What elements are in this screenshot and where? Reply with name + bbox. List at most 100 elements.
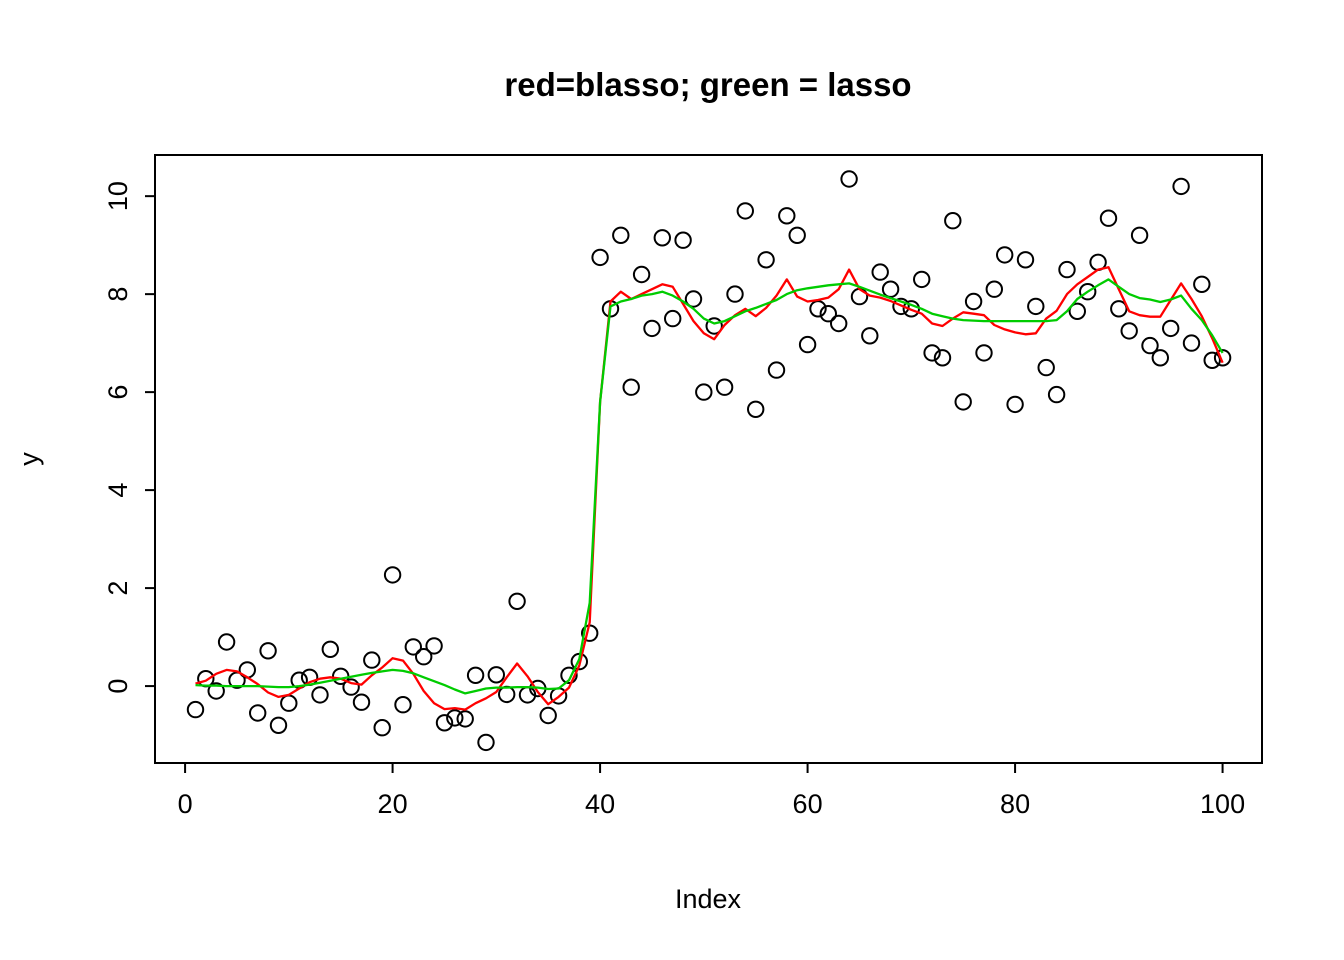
- data-point: [767, 361, 786, 379]
- data-point: [373, 719, 391, 737]
- data-point: [861, 327, 879, 345]
- data-point: [321, 640, 339, 658]
- y-axis-label: y: [14, 452, 44, 466]
- data-point: [757, 251, 775, 269]
- data-point: [560, 666, 578, 684]
- data-point: [425, 637, 443, 655]
- data-point: [1162, 319, 1180, 338]
- axes: 0 20 40 60 80 100 0 2 4 6 8 10: [103, 154, 1263, 819]
- x-tick-label: 0: [178, 789, 193, 819]
- data-point: [477, 733, 495, 752]
- data-point: [1099, 209, 1118, 227]
- data-point: [1182, 334, 1201, 352]
- data-point: [871, 263, 889, 281]
- data-point: [954, 393, 972, 411]
- data-point: [1047, 385, 1066, 404]
- y-tick-label: 2: [103, 581, 133, 596]
- data-point: [456, 710, 474, 728]
- data-point: [415, 648, 433, 666]
- data-point: [591, 248, 609, 267]
- data-point: [695, 383, 713, 401]
- data-point: [664, 309, 682, 328]
- blasso-line: [195, 266, 1224, 711]
- data-point: [1141, 336, 1159, 355]
- x-tick-label: 100: [1200, 789, 1245, 819]
- data-point: [487, 666, 505, 684]
- data-point: [923, 344, 941, 362]
- data-point: [1006, 395, 1024, 414]
- data-point: [975, 344, 993, 362]
- data-point: [840, 170, 858, 188]
- data-point: [985, 280, 1003, 298]
- plot-frame: [154, 154, 1263, 764]
- data-point: [1193, 275, 1211, 293]
- data-point: [1130, 226, 1149, 245]
- data-point: [881, 280, 900, 298]
- data-point: [1068, 302, 1087, 320]
- data-point: [539, 706, 557, 725]
- data-point: [311, 686, 329, 704]
- data-point: [705, 317, 723, 335]
- y-tick-label: 4: [103, 483, 133, 498]
- data-point: [383, 566, 402, 584]
- data-point: [1016, 251, 1035, 269]
- x-tick-label: 80: [1000, 789, 1030, 819]
- x-tick-label: 60: [793, 789, 823, 819]
- data-point: [715, 378, 734, 396]
- data-point: [1110, 300, 1128, 318]
- data-point: [280, 694, 298, 712]
- data-point: [1058, 260, 1076, 279]
- data-point: [1079, 283, 1097, 301]
- data-point: [446, 709, 464, 727]
- data-point: [1203, 351, 1221, 369]
- data-point: [653, 229, 671, 247]
- data-point: [747, 400, 765, 418]
- data-point: [498, 685, 516, 704]
- data-point: [249, 704, 267, 722]
- data-point: [996, 246, 1014, 264]
- data-point: [612, 226, 630, 245]
- y-tick-label: 10: [103, 181, 133, 211]
- data-point: [892, 297, 910, 316]
- data-point: [1213, 349, 1232, 367]
- data-point: [363, 651, 381, 669]
- data-point: [944, 212, 962, 230]
- data-point: [466, 666, 485, 684]
- data-point: [508, 592, 526, 610]
- data-point: [1172, 177, 1190, 196]
- data-point: [404, 638, 422, 656]
- data-point: [394, 696, 412, 714]
- data-point: [778, 207, 796, 225]
- data-marks: [186, 170, 1232, 752]
- data-point: [913, 270, 931, 289]
- data-point: [259, 642, 277, 660]
- data-point: [788, 226, 806, 245]
- data-point: [1037, 358, 1055, 377]
- data-point: [1120, 322, 1138, 340]
- data-point: [933, 349, 952, 367]
- y-tick-label: 0: [103, 679, 133, 694]
- x-tick-label: 20: [378, 789, 408, 819]
- data-point: [207, 682, 225, 700]
- data-point: [798, 335, 817, 354]
- data-point: [736, 202, 754, 220]
- data-point: [830, 314, 848, 333]
- data-point: [632, 265, 651, 284]
- data-point: [622, 378, 640, 396]
- data-point: [435, 714, 454, 732]
- data-point: [643, 319, 661, 338]
- y-tick-label: 8: [103, 287, 133, 302]
- data-point: [1151, 349, 1170, 367]
- data-point: [819, 305, 837, 323]
- data-point: [674, 231, 692, 249]
- data-point: [726, 285, 744, 303]
- x-tick-label: 40: [585, 789, 615, 819]
- data-point: [217, 633, 236, 651]
- data-point: [342, 678, 360, 696]
- lasso-line: [195, 278, 1224, 695]
- plot-title: red=blasso; green = lasso: [504, 66, 911, 103]
- x-axis-label: Index: [675, 884, 742, 914]
- data-point: [186, 700, 205, 719]
